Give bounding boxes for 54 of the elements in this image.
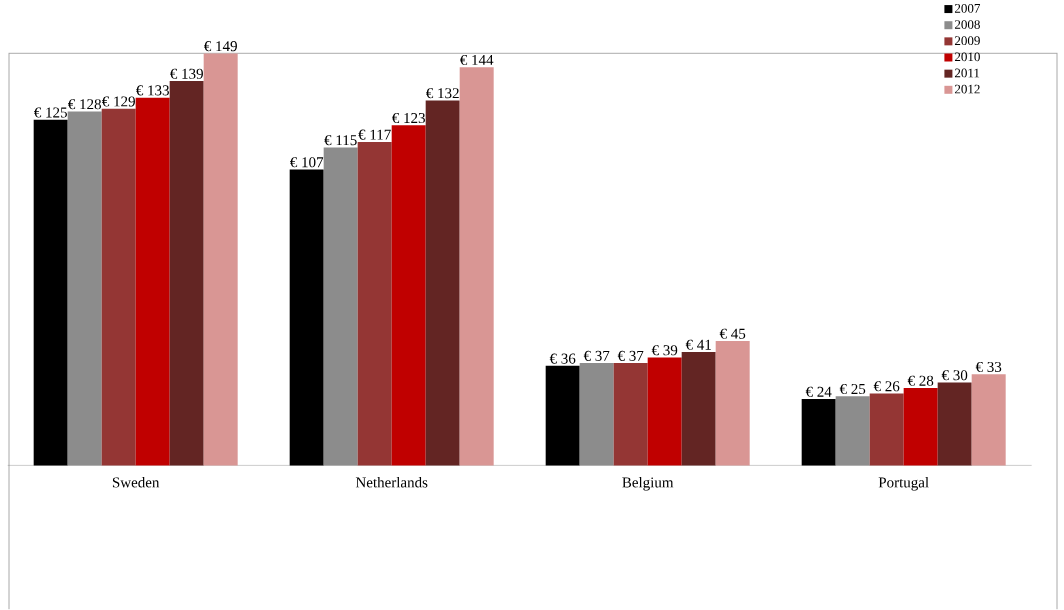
data-label: € 45 [719, 328, 746, 339]
bar [357, 142, 392, 466]
data-label: € 24 [805, 386, 832, 397]
bar [101, 108, 136, 466]
bar [971, 374, 1006, 466]
data-label: € 125 [34, 107, 67, 118]
data-label: € 117 [358, 129, 391, 140]
data-label: € 37 [617, 350, 644, 362]
legend-label: 2010 [954, 52, 980, 62]
data-label: € 30 [941, 370, 968, 381]
data-label: € 149 [204, 41, 237, 52]
x-tick-label: Portugal [878, 477, 929, 491]
legend-label: 2011 [954, 68, 980, 78]
bar [545, 366, 580, 466]
data-label: € 115 [324, 135, 357, 146]
data-label: € 28 [907, 375, 934, 386]
data-label: € 128 [68, 99, 101, 110]
bar [715, 341, 750, 466]
bar [33, 119, 68, 466]
data-label: € 26 [873, 381, 900, 392]
data-label: € 144 [460, 55, 494, 66]
bar [937, 382, 972, 466]
data-label: € 37 [583, 350, 610, 362]
data-label: € 41 [685, 339, 711, 350]
bar [613, 363, 648, 466]
legend-label: 2012 [954, 84, 980, 94]
data-label: € 36 [549, 353, 576, 364]
bar [169, 81, 204, 466]
data-label: € 33 [975, 362, 1002, 373]
bar [459, 67, 494, 466]
bar [681, 352, 716, 466]
x-tick-label: Netherlands [355, 477, 428, 488]
legend-label: 2008 [954, 20, 980, 30]
legend-label: 2007 [954, 4, 981, 13]
data-label: € 107 [290, 157, 324, 168]
x-tick-label: Sweden [112, 477, 160, 488]
x-tick-label: Belgium [622, 477, 674, 491]
data-label: € 25 [839, 384, 866, 395]
data-label: € 132 [426, 88, 459, 99]
data-label: € 129 [102, 96, 135, 107]
legend-label: 2009 [954, 36, 980, 46]
bar [391, 125, 426, 466]
bar [647, 357, 682, 466]
bar [903, 388, 938, 466]
bar [135, 97, 170, 466]
data-label: € 139 [170, 68, 203, 79]
bar [289, 169, 324, 466]
data-label: € 133 [136, 85, 169, 96]
data-label: € 123 [392, 113, 425, 124]
bar [425, 100, 460, 466]
bar [203, 53, 238, 466]
bar [869, 393, 904, 466]
data-label: € 39 [651, 345, 678, 356]
bar [801, 399, 836, 466]
